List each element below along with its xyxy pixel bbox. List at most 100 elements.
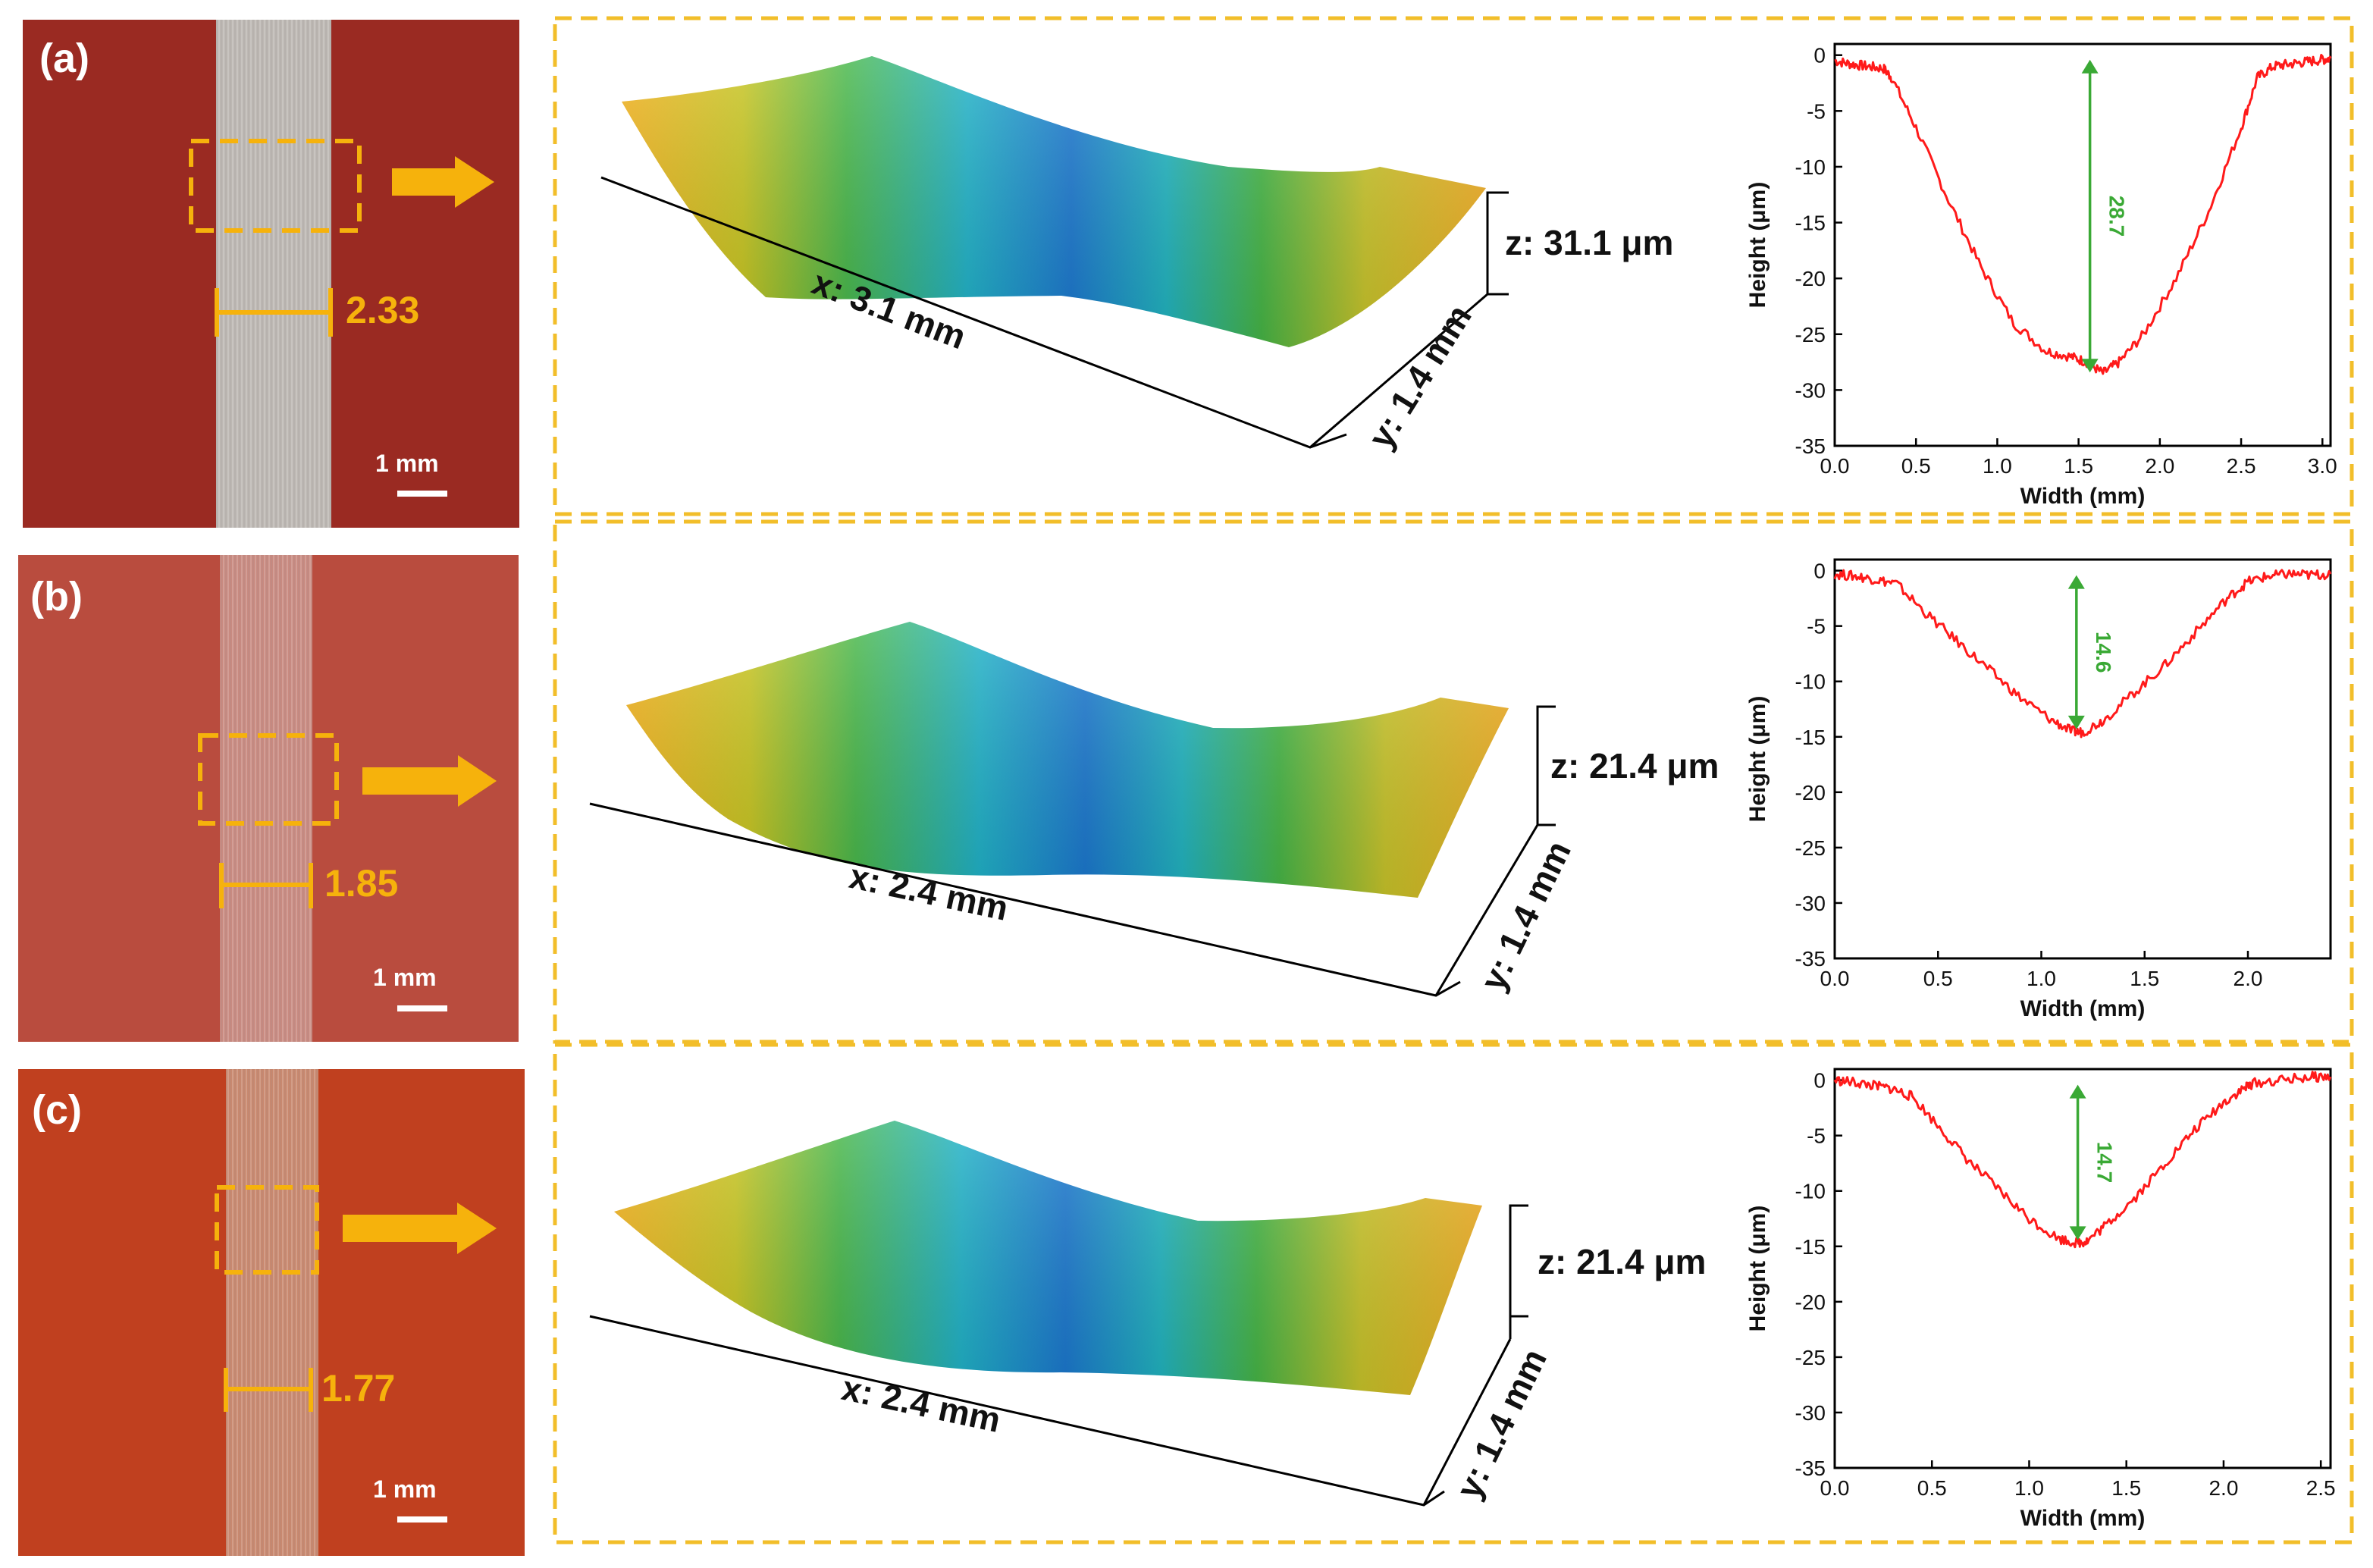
y-axis-title: Height (μm) [1745,182,1770,309]
z-dim-label-a: z: 31.1 μm [1505,223,1673,262]
x-axis-title: Width (mm) [2020,484,2146,509]
x-tick-label: 1.5 [2130,967,2159,990]
x-dim-label-c: x: 2.4 mm [839,1368,1004,1440]
x-tick-label: 2.0 [2145,454,2174,478]
frame-a [553,16,2354,516]
selection-box-a [189,139,362,233]
scale-label-a: 1 mm [375,450,439,477]
z-dim-label-c: z: 21.4 μm [1538,1242,1706,1281]
y-dim-label-a: y: 1.4 mm [1360,298,1479,456]
width-label-c: 1.77 [321,1367,395,1410]
y-tick-label: -10 [1795,155,1826,179]
y-tick-label: -20 [1795,781,1826,804]
y-tick-label: -20 [1795,267,1826,290]
axis-frame-c [589,1204,1528,1507]
y-tick-label: -25 [1795,836,1826,860]
x-tick-label: 0.0 [1820,454,1850,478]
y-tick-label: -15 [1795,212,1826,235]
depth-arrow-head-top [2081,59,2099,74]
y-tick-label: -5 [1807,1124,1826,1148]
width-bar-c [224,1368,313,1412]
scale-label-b: 1 mm [373,964,437,991]
plot-frame [1833,1068,2332,1469]
y-tick-label: -5 [1807,99,1826,123]
arrow-icon-a [392,156,494,208]
x-tick-label: 2.5 [2227,454,2256,478]
y-tick-label: -10 [1795,1180,1826,1203]
y-axis-title: Height (μm) [1745,696,1770,823]
y-tick-label: -35 [1795,434,1826,458]
x-tick-label: 1.0 [1983,454,2012,478]
axis-frame-b [589,705,1556,997]
micrograph-a: (a) 2.33 1 mm [23,20,519,528]
panel-label-c: (c) [32,1087,82,1133]
surface-3d-c: x: 2.4 mm y: 1.4 mm z: 21.4 μm [589,1121,1706,1507]
x-tick-label: 0.5 [1901,454,1931,478]
depth-arrow-head-bottom [2067,715,2085,729]
panel-a: (a) 2.33 1 mm x: 3.1 mm y: 1.4 mm [23,20,2337,528]
profile-line [1833,1071,2332,1249]
y-tick-label: -25 [1795,323,1826,347]
axis-frame-a [600,176,1509,449]
y-tick-label: 0 [1813,44,1826,67]
surface-3d-a: x: 3.1 mm y: 1.4 mm z: 31.1 μm [600,56,1673,456]
x-tick-label: 2.5 [2306,1476,2336,1500]
x-tick-label: 0.5 [1923,967,1953,990]
surface-3d-b: x: 2.4 mm y: 1.4 mm z: 21.4 μm [589,622,1719,997]
depth-label: 14.7 [2093,1142,2117,1184]
y-tick-label: 0 [1813,1069,1826,1093]
dashed-frames [553,16,2354,1544]
x-axis-title: Width (mm) [2020,996,2146,1021]
y-tick-label: -10 [1795,670,1826,694]
depth-label: 28.7 [2105,196,2129,237]
width-bar-b [219,863,313,908]
y-tick-label: -20 [1795,1290,1826,1314]
y-tick-label: -30 [1795,1401,1826,1425]
arrow-icon-b [362,755,497,807]
depth-arrow-head-top [2069,1084,2086,1099]
depth-arrow-head-bottom [2081,359,2099,373]
x-tick-label: 0.0 [1820,967,1850,990]
panel-b: (b) 1.85 1 mm x: 2.4 mm y: 1.4 mm [18,555,2332,1042]
y-tick-label: -25 [1795,1346,1826,1369]
scale-label-c: 1 mm [373,1475,437,1503]
profile-chart-c: 0.0 0.5 1.0 1.5 2.0 2.5 0 -5 -10 -15 -20 -25 -30 -35 W… [1745,1068,2336,1531]
plot-frame [1833,42,2332,447]
selection-box-c [215,1185,319,1275]
profile-chart-a: 0.0 0.5 1.0 1.5 2.0 2.5 3.0 0 -5 -10 -15 -20 -25 -30 -… [1745,42,2337,509]
x-tick-label: 1.0 [2014,1476,2044,1500]
y-tick-label: -35 [1795,947,1826,971]
panel-label-a: (a) [39,36,89,81]
width-label-b: 1.85 [324,862,398,905]
y-tick-label: -15 [1795,1235,1826,1259]
plot-frame [1833,558,2332,960]
scale-bar-c [397,1516,447,1523]
panel-c: (c) 1.77 1 mm x: 2.4 mm y: 1.4 mm [18,1068,2336,1556]
micrograph-b: (b) 1.85 1 mm [18,555,519,1042]
depth-arrow-head-bottom [2069,1226,2086,1240]
y-tick-label: -5 [1807,615,1826,638]
y-tick-label: -15 [1795,726,1826,749]
y-tick-label: -35 [1795,1457,1826,1480]
x-tick-label: 1.0 [2027,967,2056,990]
y-tick-label: -30 [1795,892,1826,915]
y-axis-title: Height (μm) [1745,1206,1770,1332]
depth-label: 14.6 [2092,632,2115,673]
scale-bar-b [397,1005,447,1011]
y-dim-label-c: y: 1.4 mm [1448,1343,1554,1505]
y-tick-label: -30 [1795,378,1826,402]
selection-box-b [198,733,339,826]
x-tick-label: 0.0 [1820,1476,1850,1500]
micrograph-c: (c) 1.77 1 mm [18,1069,525,1556]
x-tick-label: 2.0 [2234,967,2263,990]
width-label-a: 2.33 [346,289,419,331]
x-tick-label: 2.0 [2208,1476,2238,1500]
y-dim-label-b: y: 1.4 mm [1472,835,1578,997]
x-tick-label: 1.5 [2111,1476,2141,1500]
z-dim-label-b: z: 21.4 μm [1550,746,1719,786]
depth-arrow-head-top [2067,575,2085,589]
x-tick-label: 0.5 [1917,1476,1947,1500]
x-tick-label: 3.0 [2308,454,2337,478]
arrow-icon-c [343,1203,497,1254]
